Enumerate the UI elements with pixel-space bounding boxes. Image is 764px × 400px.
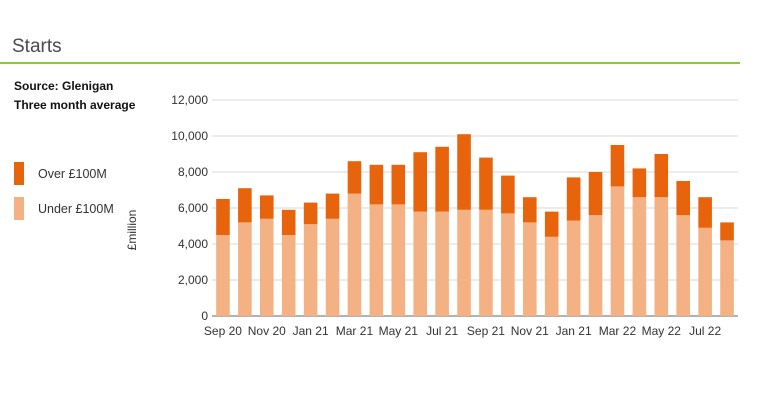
bar-under-100m bbox=[325, 218, 340, 316]
bar-over-100m bbox=[632, 168, 647, 198]
x-tick-label: Mar 22 bbox=[599, 324, 637, 338]
legend-item-over-100m: Over £100M bbox=[14, 162, 107, 185]
bar-over-100m bbox=[610, 145, 625, 187]
bar-over-100m bbox=[347, 161, 362, 194]
bar-over-100m bbox=[303, 202, 318, 225]
bar-over-100m bbox=[281, 209, 296, 235]
bar-under-100m bbox=[720, 240, 734, 316]
gridlines bbox=[212, 99, 738, 317]
bar-over-100m bbox=[588, 172, 603, 216]
bar-over-100m bbox=[544, 211, 559, 237]
bar-over-100m bbox=[566, 177, 581, 221]
bar-under-100m bbox=[676, 215, 691, 316]
source-note: Source: Glenigan Three month average bbox=[14, 77, 135, 115]
x-tick-label: Jul 21 bbox=[426, 324, 458, 338]
source-line: Source: Glenigan bbox=[14, 79, 114, 93]
bar-under-100m bbox=[369, 204, 384, 316]
bar-over-100m bbox=[501, 175, 515, 214]
bar-under-100m bbox=[303, 224, 318, 316]
bar-under-100m bbox=[238, 222, 252, 316]
legend-swatch-under bbox=[14, 197, 24, 220]
x-tick-label: Jul 22 bbox=[689, 324, 721, 338]
bar-over-100m bbox=[720, 222, 734, 241]
legend-item-under-100m: Under £100M bbox=[14, 197, 114, 220]
bar-over-100m bbox=[238, 188, 252, 223]
x-tick-label: Nov 21 bbox=[511, 324, 549, 338]
bar-over-100m bbox=[369, 164, 384, 205]
bar-under-100m bbox=[566, 220, 581, 316]
bar-over-100m bbox=[259, 195, 274, 219]
x-tick-label: Nov 20 bbox=[248, 324, 286, 338]
bar-under-100m bbox=[391, 204, 406, 316]
bar-under-100m bbox=[501, 213, 515, 316]
bar-under-100m bbox=[435, 211, 449, 316]
y-tick-label: 0 bbox=[201, 309, 208, 323]
y-tick-label: 10,000 bbox=[171, 129, 208, 143]
axes: 0 2,000 4,000 6,000 8,000 10,000 12,000 Sep 20 N… bbox=[171, 93, 721, 338]
legend-label-under: Under £100M bbox=[38, 201, 114, 216]
average-note: Three month average bbox=[14, 98, 136, 112]
bar-over-100m bbox=[325, 193, 340, 219]
bar-under-100m bbox=[347, 193, 362, 316]
bar-under-100m bbox=[413, 211, 428, 316]
bar-under-100m bbox=[610, 186, 625, 316]
x-tick-label: May 21 bbox=[379, 324, 419, 338]
x-tick-label: Jan 21 bbox=[556, 324, 592, 338]
bar-under-100m bbox=[479, 209, 493, 316]
bars bbox=[216, 134, 734, 316]
bar-under-100m bbox=[544, 236, 559, 316]
bar-over-100m bbox=[391, 164, 406, 205]
y-tick-label: 12,000 bbox=[171, 93, 208, 107]
bar-under-100m bbox=[654, 197, 669, 316]
bar-over-100m bbox=[216, 199, 230, 235]
y-tick-label: 8,000 bbox=[178, 165, 208, 179]
bar-over-100m bbox=[654, 154, 669, 198]
bar-under-100m bbox=[457, 209, 471, 316]
bar-under-100m bbox=[281, 235, 296, 316]
bar-under-100m bbox=[216, 235, 230, 316]
title-divider bbox=[0, 62, 740, 64]
x-tick-label: Sep 20 bbox=[204, 324, 242, 338]
bar-over-100m bbox=[457, 134, 471, 210]
bar-over-100m bbox=[479, 157, 493, 210]
page-title: Starts bbox=[12, 36, 62, 57]
bar-over-100m bbox=[676, 181, 691, 216]
bar-under-100m bbox=[588, 215, 603, 316]
y-tick-label: 4,000 bbox=[178, 237, 208, 251]
y-tick-label: 6,000 bbox=[178, 201, 208, 215]
x-tick-label: Jan 21 bbox=[293, 324, 329, 338]
x-tick-label: Sep 21 bbox=[467, 324, 505, 338]
x-tick-label: Mar 21 bbox=[336, 324, 374, 338]
bar-under-100m bbox=[632, 197, 647, 316]
bar-under-100m bbox=[259, 218, 274, 316]
bar-over-100m bbox=[698, 197, 712, 228]
bar-under-100m bbox=[522, 222, 537, 316]
x-tick-label: May 22 bbox=[642, 324, 682, 338]
bar-under-100m bbox=[698, 227, 712, 316]
y-tick-label: 2,000 bbox=[178, 273, 208, 287]
legend-swatch-over bbox=[14, 162, 24, 185]
bar-over-100m bbox=[413, 152, 428, 212]
legend-label-over: Over £100M bbox=[38, 166, 107, 181]
bar-over-100m bbox=[435, 146, 449, 212]
bar-over-100m bbox=[522, 197, 537, 223]
